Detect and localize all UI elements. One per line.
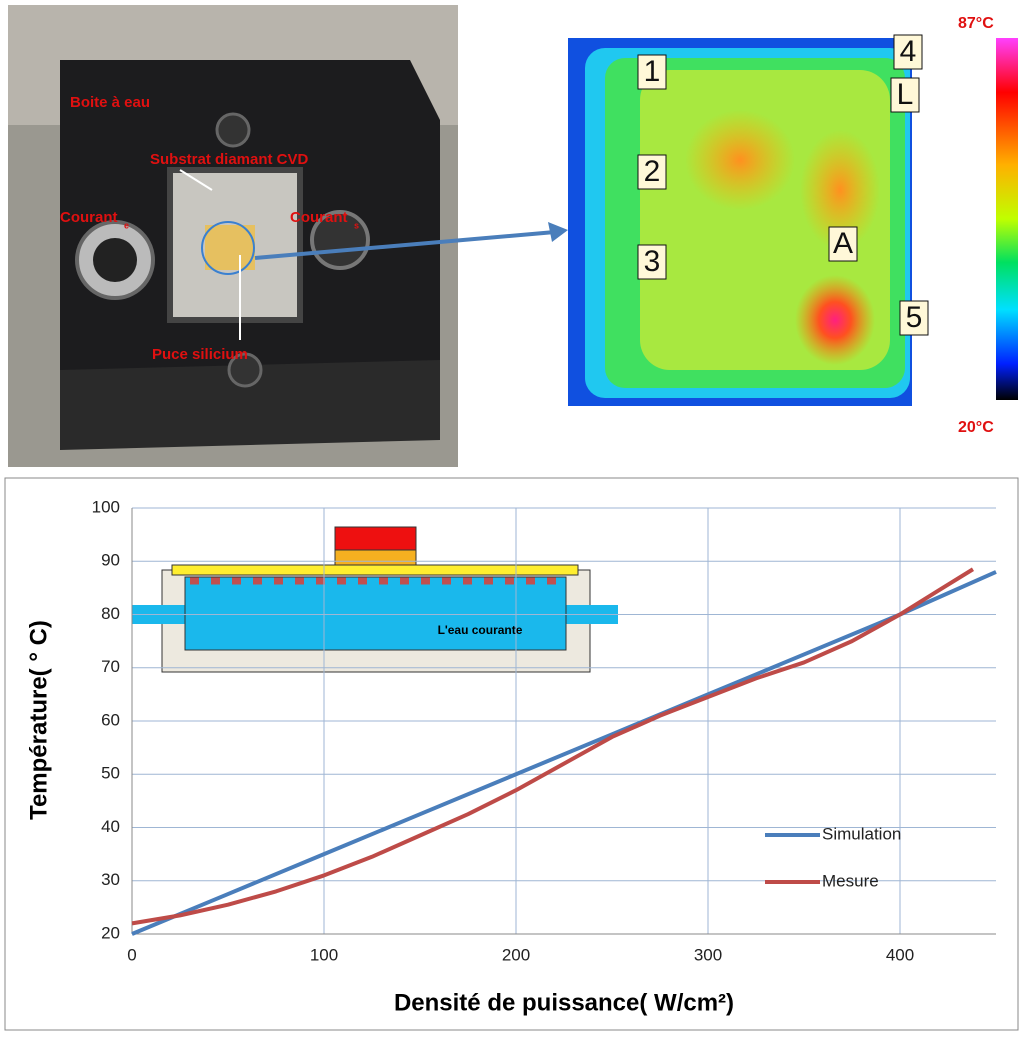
inset-label: L'eau courante [438, 623, 523, 637]
x-tick-label: 300 [694, 945, 722, 964]
data-line [131, 570, 997, 936]
marker-box [828, 226, 858, 262]
color-bar [996, 38, 1018, 400]
x-tick-label: 0 [127, 945, 136, 964]
x-axis-title: Densité de puissance( W/cm²) [394, 989, 734, 1016]
thermal-image [568, 38, 912, 406]
y-tick-label: 30 [101, 870, 120, 889]
marker-label: 2 [644, 155, 661, 188]
photo-label: s [354, 220, 359, 230]
y-tick-label: 80 [101, 604, 120, 623]
marker-label: 4 [900, 35, 917, 68]
arrow-head [548, 222, 568, 242]
marker-box [890, 77, 920, 113]
photo-label: Boite à eau [70, 94, 150, 111]
marker-box [637, 54, 667, 90]
marker-label: 5 [906, 301, 923, 334]
photo-label: e [124, 220, 129, 230]
marker-box [899, 300, 929, 336]
marker-label: A [833, 227, 853, 260]
y-axis-title: Température( ° C) [25, 620, 52, 820]
photo-label: Courant [60, 209, 118, 226]
x-tick-label: 400 [886, 945, 914, 964]
y-tick-label: 60 [101, 710, 120, 729]
photo-label: Substrat diamant CVD [150, 151, 309, 168]
marker-box [893, 34, 923, 70]
y-tick-label: 20 [101, 923, 120, 942]
marker-label: 3 [644, 245, 661, 278]
y-tick-label: 40 [101, 817, 120, 836]
marker-box [637, 154, 667, 190]
scale-max: 87°C [958, 15, 994, 32]
y-tick-label: 90 [101, 551, 120, 570]
photo: Boite à eau Substrat diamant CVD Courant… [8, 5, 458, 467]
data-line [131, 567, 975, 926]
y-tick-label: 100 [92, 497, 120, 516]
y-tick-label: 70 [101, 657, 120, 676]
arrow [254, 230, 556, 260]
photo-label: Courant [290, 209, 348, 226]
legend-label: Simulation [822, 824, 901, 843]
photo-label: Puce silicium [152, 346, 248, 363]
x-tick-label: 100 [310, 945, 338, 964]
x-tick-label: 200 [502, 945, 530, 964]
marker-label: L [897, 78, 914, 111]
scale-min: 20°C [958, 419, 994, 436]
legend-label: Mesure [822, 871, 879, 890]
marker-label: 1 [644, 55, 661, 88]
y-tick-label: 50 [101, 764, 120, 783]
marker-box [637, 244, 667, 280]
